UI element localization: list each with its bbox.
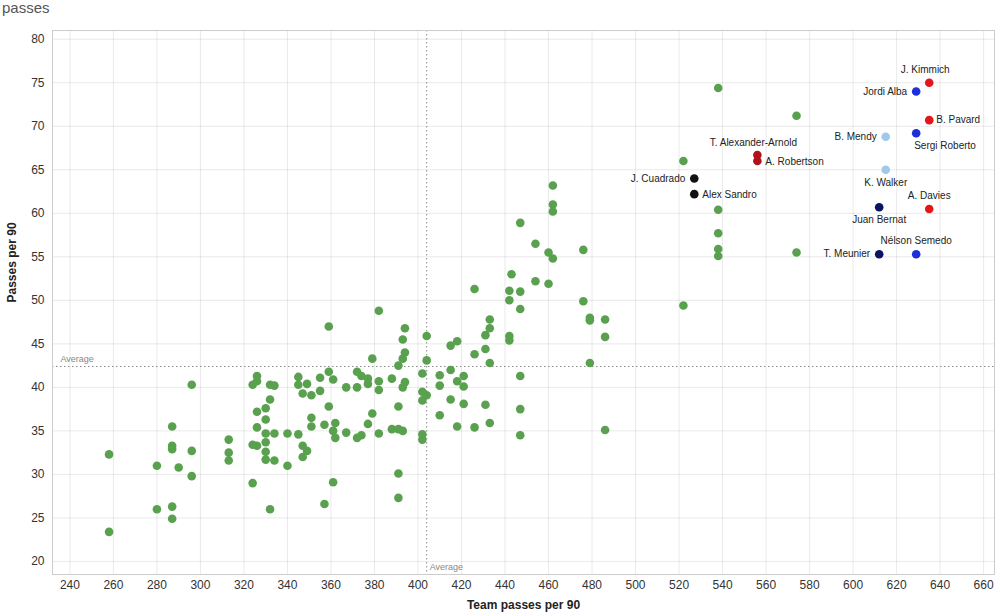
svg-text:400: 400: [408, 578, 428, 592]
svg-text:45: 45: [31, 337, 45, 351]
svg-text:300: 300: [190, 578, 210, 592]
svg-text:620: 620: [887, 578, 907, 592]
svg-text:70: 70: [31, 119, 45, 133]
svg-text:420: 420: [451, 578, 471, 592]
svg-text:640: 640: [930, 578, 950, 592]
svg-text:Average: Average: [61, 354, 94, 364]
svg-text:J. Cuadrado: J. Cuadrado: [631, 173, 686, 184]
svg-text:35: 35: [31, 424, 45, 438]
html-text:passes: passes: [2, 0, 50, 16]
svg-text:Passes per 90: Passes per 90: [5, 222, 19, 302]
svg-text:B. Mendy: B. Mendy: [834, 131, 876, 142]
svg-text:20: 20: [31, 554, 45, 568]
svg-text:240: 240: [60, 578, 80, 592]
svg-text:Nélson Semedo: Nélson Semedo: [881, 235, 953, 246]
svg-text:A. Davies: A. Davies: [908, 190, 951, 201]
svg-text:Team passes per 90: Team passes per 90: [467, 598, 581, 612]
svg-text:520: 520: [669, 578, 689, 592]
svg-text:K. Walker: K. Walker: [864, 177, 908, 188]
svg-text:65: 65: [31, 163, 45, 177]
svg-text:580: 580: [800, 578, 820, 592]
svg-text:Juan Bernat: Juan Bernat: [852, 214, 906, 225]
svg-text:B. Pavard: B. Pavard: [936, 114, 980, 125]
svg-text:460: 460: [539, 578, 559, 592]
svg-text:Alex Sandro: Alex Sandro: [702, 189, 757, 200]
svg-text:260: 260: [103, 578, 123, 592]
svg-text:380: 380: [364, 578, 384, 592]
svg-text:60: 60: [31, 206, 45, 220]
svg-text:75: 75: [31, 76, 45, 90]
svg-text:55: 55: [31, 250, 45, 264]
svg-text:50: 50: [31, 293, 45, 307]
svg-text:Average: Average: [430, 562, 463, 572]
svg-text:500: 500: [626, 578, 646, 592]
svg-text:T. Alexander-Arnold: T. Alexander-Arnold: [710, 137, 797, 148]
svg-text:560: 560: [756, 578, 776, 592]
svg-text:40: 40: [31, 380, 45, 394]
svg-text:T. Meunier: T. Meunier: [824, 248, 871, 259]
svg-text:Jordi Alba: Jordi Alba: [863, 86, 907, 97]
svg-text:J. Kimmich: J. Kimmich: [901, 64, 950, 75]
svg-text:440: 440: [495, 578, 515, 592]
svg-text:280: 280: [147, 578, 167, 592]
svg-text:340: 340: [277, 578, 297, 592]
svg-text:600: 600: [843, 578, 863, 592]
svg-text:30: 30: [31, 467, 45, 481]
svg-text:A. Robertson: A. Robertson: [765, 156, 823, 167]
svg-text:320: 320: [234, 578, 254, 592]
svg-text:540: 540: [713, 578, 733, 592]
svg-text:480: 480: [582, 578, 602, 592]
svg-text:660: 660: [974, 578, 994, 592]
svg-text:360: 360: [321, 578, 341, 592]
svg-text:Sergi Roberto: Sergi Roberto: [914, 140, 976, 151]
svg-text:80: 80: [31, 32, 45, 46]
svg-text:25: 25: [31, 511, 45, 525]
